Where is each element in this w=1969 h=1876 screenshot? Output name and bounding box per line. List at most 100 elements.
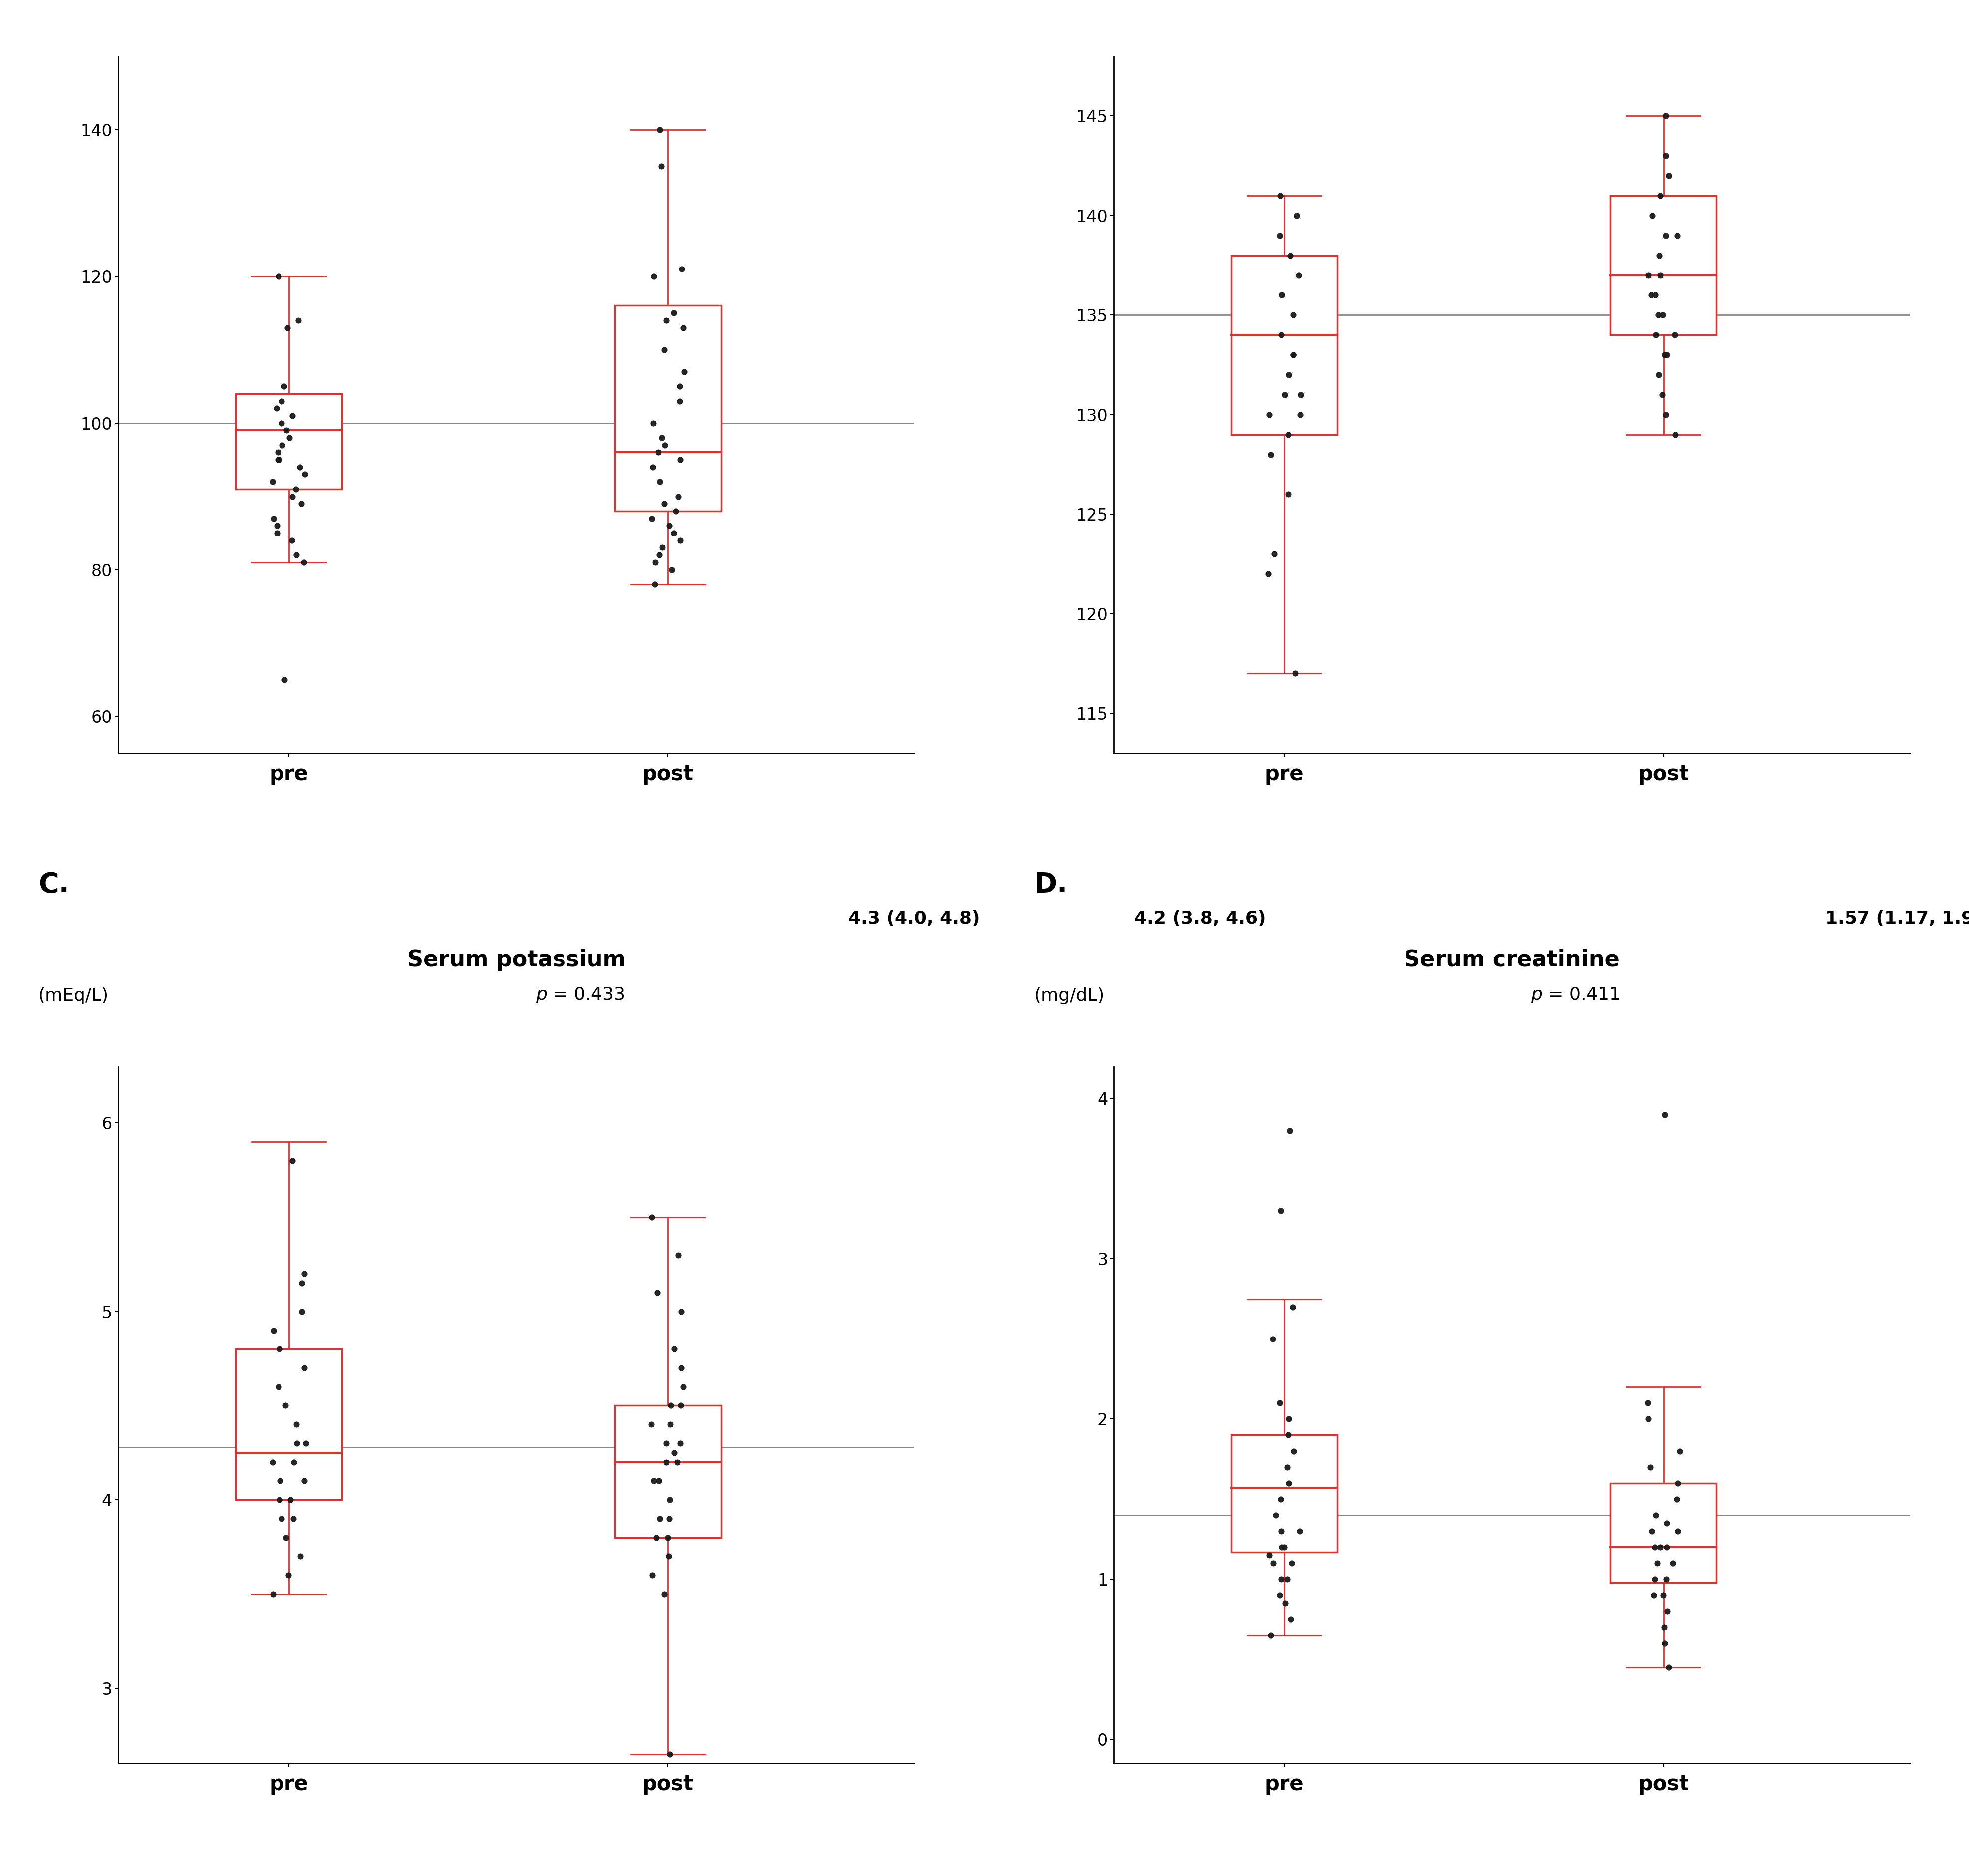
Text: C.: C. [39,872,69,899]
Point [258,1315,289,1345]
Point [280,475,311,505]
Point [644,114,675,144]
Point [1268,1533,1300,1563]
Point [268,664,299,694]
Point [648,334,679,364]
Point [638,1465,669,1495]
Bar [236,394,343,490]
Point [284,452,315,482]
Point [1284,400,1315,430]
Point [654,1484,685,1514]
Point [1264,1388,1296,1418]
Point [638,261,669,291]
Point [1646,300,1678,330]
Point [1644,1533,1676,1563]
Point [282,540,313,570]
Point [1256,1324,1288,1354]
Point [650,306,681,336]
Point [1272,1403,1303,1433]
Point [667,1371,699,1401]
Bar [1231,1435,1337,1551]
Point [1266,280,1298,310]
Point [262,518,293,548]
Point [1284,261,1315,291]
Point [1254,1540,1286,1570]
Point [654,1503,685,1533]
Point [1632,1388,1664,1418]
Point [264,1484,295,1514]
Point [658,1334,689,1364]
Point [1652,1653,1683,1683]
Point [258,1580,289,1610]
Point [264,1334,295,1364]
Point [1662,1516,1693,1546]
Point [270,1523,301,1553]
Point [646,533,677,563]
Point [666,1428,697,1458]
Point [1264,1195,1296,1225]
Point [1264,180,1296,210]
Point [638,407,669,437]
Point [1632,1403,1664,1433]
Point [282,1428,313,1458]
Point [1272,1420,1303,1450]
Point [1642,360,1674,390]
Bar [236,1349,343,1499]
Point [1664,1435,1695,1465]
Point [654,1542,685,1572]
Point [1652,1596,1683,1626]
Point [1270,1589,1302,1619]
Point [1278,340,1309,370]
Point [654,1409,685,1439]
Point [286,1268,317,1298]
Point [642,437,673,467]
Point [289,1465,321,1495]
Point [646,152,677,182]
Point [1260,1501,1292,1531]
Point [1276,1293,1307,1323]
Point [1640,321,1672,351]
Point [656,555,687,585]
Point [1638,1580,1670,1610]
Point [1650,1533,1682,1563]
Point [1634,1452,1666,1482]
Point [289,1353,321,1383]
Point [1274,360,1305,390]
Point [1264,221,1296,251]
Point [1266,1484,1298,1514]
Point [638,452,669,482]
Point [286,1542,317,1572]
Point [650,1428,681,1458]
Point [667,313,699,343]
Point [1648,1628,1680,1658]
Point [1662,1469,1693,1499]
Point [1274,1604,1305,1634]
Point [1648,1099,1680,1129]
Point [256,467,287,497]
Point [1636,1516,1668,1546]
Title: Serum creatinine: Serum creatinine [1404,949,1619,970]
Point [1274,1469,1305,1499]
Point [1636,201,1668,231]
Point [1648,1611,1680,1642]
Point [658,298,689,328]
Point [1264,1580,1296,1610]
Point [644,540,675,570]
Point [666,445,697,475]
Point [1266,1516,1298,1546]
Point [658,1437,689,1467]
Point [272,1561,303,1591]
Point [1650,400,1682,430]
Point [636,503,667,533]
Point [262,445,293,475]
Point [289,460,321,490]
Point [1652,161,1683,191]
Point [284,306,315,336]
Point [1650,101,1682,131]
Text: (mEq/L): (mEq/L) [39,987,108,1004]
Point [266,1503,297,1533]
Point [640,548,671,578]
Text: 1.57 (1.17, 1.90): 1.57 (1.17, 1.90) [1825,910,1969,927]
Point [264,1371,295,1401]
Point [1286,379,1317,409]
